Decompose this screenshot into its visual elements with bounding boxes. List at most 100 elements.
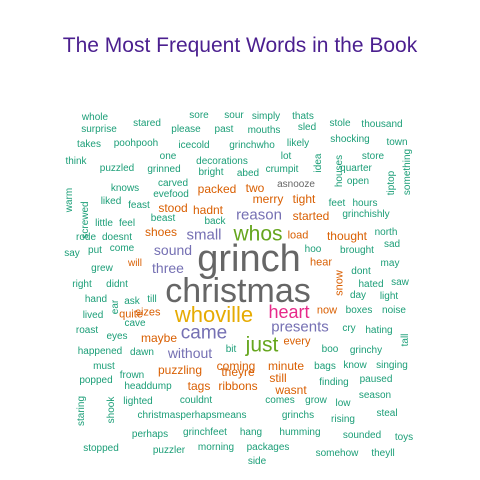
cloud-word: minute	[267, 359, 305, 373]
cloud-word: town	[386, 137, 408, 148]
cloud-word: started	[292, 209, 330, 223]
cloud-word: puzzled	[99, 163, 135, 174]
cloud-word: bit	[225, 344, 237, 355]
cloud-word: hand	[84, 294, 108, 305]
cloud-word: packed	[197, 182, 237, 196]
cloud-word: maybe	[140, 331, 178, 345]
cloud-word: ribbons	[218, 379, 258, 393]
cloud-word: eyes	[106, 331, 128, 342]
cloud-word: steal	[376, 408, 398, 419]
cloud-word: takes	[77, 139, 101, 150]
cloud-word: whos	[233, 222, 283, 246]
cloud-word: thousand	[361, 119, 403, 130]
cloud-word: carved	[157, 178, 189, 189]
cloud-word: stood	[158, 201, 188, 215]
cloud-word: knows	[110, 183, 140, 194]
cloud-word: sore	[189, 110, 209, 121]
cloud-word: please	[171, 124, 201, 135]
cloud-word: snow	[333, 270, 346, 296]
cloud-word: must	[93, 361, 115, 372]
cloud-word: little	[95, 218, 113, 229]
cloud-word: say	[64, 248, 80, 259]
cloud-word: somehow	[315, 448, 359, 459]
cloud-word: sound	[153, 242, 193, 258]
cloud-word: two	[245, 181, 265, 195]
cloud-word: theyll	[371, 448, 395, 459]
cloud-word: side	[247, 456, 267, 467]
cloud-word: whoville	[174, 302, 254, 327]
cloud-word: shoes	[144, 225, 178, 239]
cloud-word: cave	[124, 318, 146, 329]
cloud-word: popped	[79, 375, 113, 386]
cloud-word: hang	[239, 427, 263, 438]
cloud-word: rising	[331, 414, 355, 425]
cloud-word: lighted	[123, 396, 153, 407]
cloud-word: mouths	[247, 125, 281, 136]
cloud-word: hours	[352, 198, 378, 209]
cloud-word: grinned	[147, 164, 181, 175]
cloud-word: perhaps	[131, 429, 169, 440]
cloud-word: came	[180, 322, 228, 344]
cloud-word: packages	[246, 442, 290, 453]
cloud-word: grinchishly	[342, 209, 390, 220]
cloud-word: noise	[382, 305, 406, 316]
cloud-word: shook	[106, 396, 117, 424]
cloud-word: sad	[383, 239, 401, 250]
cloud-word: headdump	[124, 381, 172, 392]
cloud-word: stole	[329, 118, 351, 129]
cloud-word: sounded	[342, 430, 382, 441]
cloud-word: christmasperhapsmeans	[137, 410, 247, 421]
cloud-word: houses	[334, 154, 345, 188]
cloud-word: liked	[100, 196, 122, 207]
cloud-word: without	[167, 345, 213, 361]
cloud-word: grinch	[197, 238, 301, 280]
page-title: The Most Frequent Words in the Book	[62, 34, 418, 57]
cloud-word: whole	[81, 112, 109, 123]
cloud-word: something	[402, 148, 413, 196]
cloud-word: crumpit	[265, 164, 299, 175]
cloud-word: low	[335, 398, 351, 409]
cloud-word: saw	[391, 277, 409, 288]
cloud-word: past	[214, 124, 234, 135]
cloud-word: north	[374, 227, 398, 238]
cloud-word: feet	[328, 198, 346, 209]
cloud-word: humming	[279, 427, 321, 438]
cloud-word: christmas	[165, 272, 311, 310]
cloud-word: boxes	[345, 305, 373, 316]
cloud-word: poohpooh	[113, 138, 159, 149]
cloud-word: shocking	[330, 134, 370, 145]
cloud-word: hating	[365, 325, 393, 336]
cloud-word: small	[186, 226, 222, 244]
cloud-word: warm	[64, 187, 75, 213]
cloud-word: feast	[128, 200, 150, 211]
cloud-word: boo	[321, 344, 339, 355]
cloud-word: every	[283, 335, 311, 348]
cloud-word: light	[379, 291, 399, 302]
cloud-word: sizes	[135, 306, 161, 319]
cloud-word: reason	[236, 206, 282, 224]
cloud-word: evefood	[153, 189, 189, 200]
cloud-word: merry	[252, 192, 284, 206]
cloud-word: singing	[376, 360, 408, 371]
cloud-word: tight	[292, 192, 316, 206]
cloud-word: asnooze	[277, 179, 315, 190]
cloud-word: didnt	[106, 279, 128, 290]
cloud-word: grinchs	[281, 410, 315, 421]
cloud-word: right	[72, 279, 92, 290]
cloud-word: will	[128, 258, 142, 269]
cloud-word: grew	[91, 263, 113, 274]
cloud-word: one	[159, 151, 177, 162]
cloud-word: may	[380, 258, 400, 269]
cloud-word: dawn	[130, 347, 154, 358]
cloud-word: finding	[319, 377, 349, 388]
cloud-word: grinchfeet	[183, 427, 227, 438]
cloud-word: load	[287, 229, 309, 242]
cloud-word: hear	[309, 256, 333, 269]
cloud-word: bags	[314, 361, 336, 372]
cloud-word: idea	[313, 153, 324, 173]
cloud-word: happened	[77, 346, 123, 357]
cloud-word: cry	[342, 323, 356, 334]
cloud-word: bright	[198, 167, 224, 178]
cloud-word: quarter	[340, 163, 372, 174]
cloud-word: roast	[75, 325, 99, 336]
